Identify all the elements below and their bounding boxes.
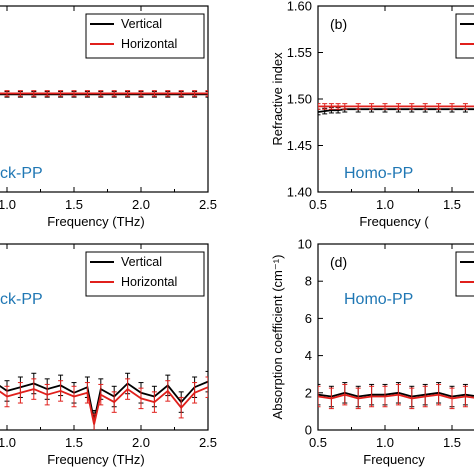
y-tick-label: 6 [305, 311, 312, 326]
legend-label: Horizontal [121, 37, 177, 51]
annotation-label: Homo-PP [344, 291, 413, 308]
y-axis-title: Absorption coefficient (cm⁻¹) [270, 255, 285, 420]
series-line-vertical [318, 391, 474, 398]
y-tick-label: 1.45 [287, 138, 312, 153]
x-tick-label: 2.0 [132, 435, 150, 450]
annotation-label: ck-PP [0, 165, 43, 182]
x-tick-label: 1.0 [376, 197, 394, 212]
panel-letter: (b) [330, 16, 347, 32]
y-tick-label: 2 [305, 385, 312, 400]
series-line-horizontal [0, 386, 208, 425]
y-tick-label: 1.55 [287, 45, 312, 60]
x-tick-label: 2.0 [132, 197, 150, 212]
legend-label: Vertical [121, 255, 162, 269]
x-tick-label: 2.5 [199, 197, 217, 212]
x-tick-label: 0.5 [309, 435, 327, 450]
y-tick-label: 1.60 [287, 0, 312, 14]
x-tick-label: 0.5 [309, 197, 327, 212]
legend: Vertical Horizontal [85, 13, 205, 59]
x-tick-label: 1.0 [376, 435, 394, 450]
annotation-label: ck-PP [0, 291, 43, 308]
x-tick-label: 1.5 [443, 435, 461, 450]
panel-c: 1.0 1.5 2.0 2.5 Frequency (THz) ck-PP Vertical… [0, 243, 217, 467]
y-tick-label: 1.40 [287, 185, 312, 200]
x-tick-label: 1.5 [65, 435, 83, 450]
panel-d: 0.5 1.0 1.5 0 2 4 6 8 10 Frequency Absorption coef… [270, 237, 474, 467]
x-axis-title: Frequency (THz) [47, 214, 145, 229]
legend: Vertical Horizontal [85, 251, 205, 297]
y-tick-label: 4 [305, 348, 312, 363]
legend-box [85, 13, 205, 59]
y-axis-title: Refractive index [270, 52, 285, 146]
plot-frame [317, 243, 474, 431]
series-line-vertical [0, 380, 208, 421]
panel-letter: (d) [330, 254, 347, 270]
x-axis-title: Frequency (THz) [47, 452, 145, 467]
panel-b: 0.5 1.0 1.5 1.40 1.45 1.50 1.55 1.60 Frequency (… [270, 0, 474, 229]
y-tick-label: 8 [305, 274, 312, 289]
x-tick-label: 1.0 [0, 435, 16, 450]
x-tick-label: 1.0 [0, 197, 16, 212]
x-tick-label: 2.5 [199, 435, 217, 450]
panel-a: 1.0 1.5 2.0 2.5 Frequency (THz) ck-PP Vertical… [0, 5, 217, 229]
series-line-horizontal [318, 393, 474, 400]
x-tick-label: 1.5 [65, 197, 83, 212]
legend-label: Vertical [121, 17, 162, 31]
x-tick-label: 1.5 [443, 197, 461, 212]
legend-box [455, 13, 474, 59]
x-axis-title: Frequency [363, 452, 425, 467]
annotation-label: Homo-PP [344, 165, 413, 182]
x-axis-title: Frequency ( [359, 214, 429, 229]
plot-area [0, 370, 208, 430]
legend-label: Horizontal [121, 275, 177, 289]
plot-area [0, 90, 208, 98]
plot-area [318, 382, 474, 410]
y-tick-label: 1.50 [287, 92, 312, 107]
series-line-vertical [318, 108, 474, 113]
y-tick-label: 10 [298, 237, 312, 252]
legend-box [455, 251, 474, 297]
plot-area [318, 103, 474, 116]
legend-box [85, 251, 205, 297]
y-tick-label: 0 [305, 423, 312, 438]
